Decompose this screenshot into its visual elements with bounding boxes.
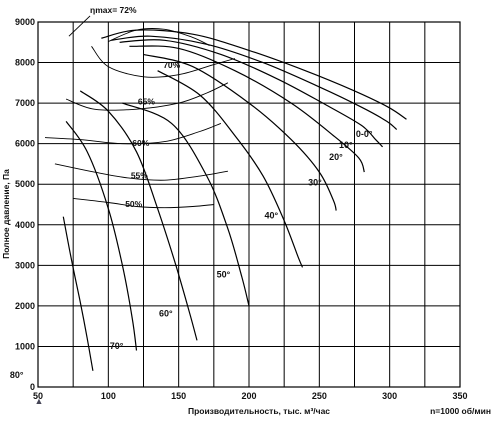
- grid: [37, 21, 461, 388]
- efficiency-isoline: [44, 122, 222, 145]
- series-label: 30°: [308, 177, 322, 187]
- series-line: [111, 35, 398, 130]
- blade-angle-curves: 0-0°10° 20° 30° 40° 50° 60° 70° 80°: [10, 29, 407, 380]
- y-tick-label: 4000: [15, 220, 35, 230]
- series-label: 40°: [264, 210, 278, 220]
- series-label: 20°: [329, 152, 343, 162]
- series-line: [129, 45, 365, 173]
- series-label: 10°: [339, 140, 353, 150]
- x-tick-label: 300: [382, 391, 397, 401]
- x-tick-label: 250: [312, 391, 327, 401]
- series-line: [62, 216, 94, 371]
- x-tick-label: 350: [452, 391, 467, 401]
- speed-note: n=1000 об/мин: [430, 406, 491, 416]
- origin-marker-icon: ▲: [35, 396, 44, 406]
- eta-max-callout: [68, 15, 91, 37]
- plot-frame: [37, 21, 461, 388]
- x-tick-label: 100: [101, 391, 116, 401]
- efficiency-label: 70%: [163, 60, 180, 70]
- series-line: [157, 70, 304, 268]
- series-label: 70°: [110, 341, 124, 351]
- series-line: [143, 53, 337, 211]
- efficiency-label: 60%: [132, 138, 149, 148]
- series-label: 60°: [159, 308, 173, 318]
- series-label: 80°: [10, 370, 24, 380]
- efficiency-isoline: [91, 46, 236, 78]
- efficiency-isoline: [108, 28, 210, 46]
- efficiency-isolines: ηmax= 72% 70% 65% 60% 55% 50%: [44, 5, 236, 209]
- y-axis-title: Полное давление, Па: [1, 169, 11, 259]
- y-tick-label: 7000: [15, 98, 35, 108]
- x-tick-label: 200: [241, 391, 256, 401]
- y-tick-label: 0: [30, 382, 35, 392]
- series-line: [122, 102, 250, 307]
- efficiency-label: 65%: [138, 97, 155, 107]
- series-line: [65, 121, 138, 351]
- series-line: [79, 90, 198, 341]
- efficiency-label: 50%: [125, 199, 142, 209]
- efficiency-isoline: [73, 197, 214, 209]
- series-label: 0-0°: [356, 129, 373, 139]
- efficiency-label: 55%: [131, 170, 148, 180]
- series-label: 50°: [217, 270, 231, 280]
- y-tick-label: 1000: [15, 341, 35, 351]
- series-line: [101, 29, 407, 120]
- y-tick-label: 8000: [15, 58, 35, 68]
- y-tick-label: 6000: [15, 139, 35, 149]
- series-line: [119, 39, 384, 148]
- efficiency-isoline: [65, 82, 229, 111]
- x-axis-title: Производительность, тыс. м³/час: [188, 406, 330, 416]
- y-tick-label: 2000: [15, 301, 35, 311]
- efficiency-isoline: [54, 163, 228, 181]
- y-tick-label: 3000: [15, 260, 35, 270]
- x-tick-label: 50: [33, 391, 43, 401]
- y-tick-label: 9000: [15, 17, 35, 27]
- x-tick-label: 150: [171, 391, 186, 401]
- tick-labels: 0 1000 2000 3000 4000 5000 6000 7000 8000 9000 50 1…: [15, 17, 468, 401]
- efficiency-label: ηmax= 72%: [90, 5, 137, 15]
- y-tick-label: 5000: [15, 179, 35, 189]
